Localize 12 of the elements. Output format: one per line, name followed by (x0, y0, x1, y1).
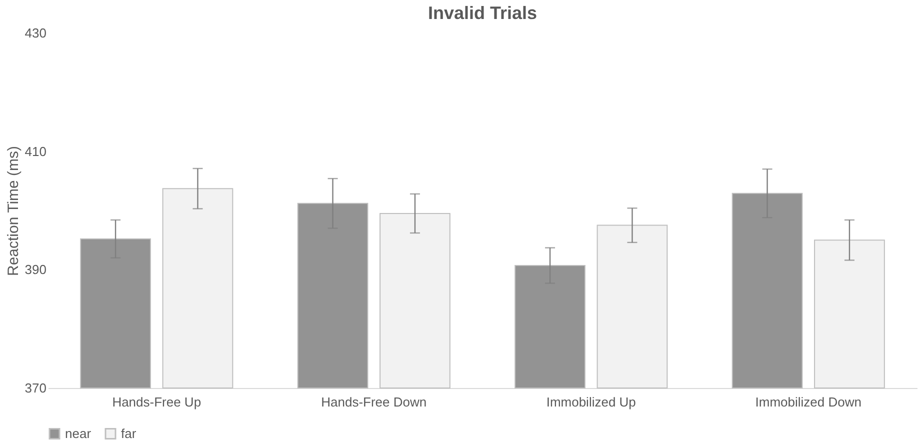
x-tick-label: Hands-Free Up (112, 394, 202, 410)
x-tick-label: Immobilized Up (546, 394, 636, 410)
chart-title: Invalid Trials (428, 3, 538, 23)
x-tick-label: Immobilized Down (755, 394, 862, 410)
x-tick-label: Hands-Free Down (321, 394, 427, 410)
y-tick-label: 370 (24, 380, 46, 396)
y-axis-title: Reaction Time (ms) (4, 146, 22, 276)
legend-label: near (65, 426, 92, 441)
y-tick-label: 410 (24, 144, 46, 159)
legend-label: far (121, 426, 137, 441)
y-tick-label: 430 (24, 26, 46, 40)
y-tick-label: 390 (24, 262, 46, 278)
